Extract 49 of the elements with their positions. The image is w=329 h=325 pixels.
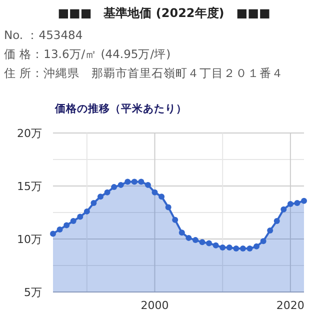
point xyxy=(206,240,212,246)
point xyxy=(50,230,56,237)
point xyxy=(158,194,165,200)
point xyxy=(165,204,172,210)
annotation: 住 所：沖縄県 那覇市首里石嶺町４丁目２０１番４ xyxy=(4,66,284,80)
point xyxy=(294,200,300,206)
point xyxy=(212,242,219,248)
point xyxy=(301,198,307,204)
point xyxy=(70,218,76,224)
point xyxy=(274,218,280,224)
point xyxy=(186,234,192,241)
point xyxy=(97,194,104,200)
point xyxy=(199,239,206,246)
point xyxy=(287,201,294,208)
point xyxy=(84,208,90,214)
y-tick-label: 5万 xyxy=(24,286,42,299)
x-tick-label: 2000 xyxy=(140,299,169,312)
point xyxy=(111,184,118,190)
point xyxy=(90,200,97,206)
point xyxy=(118,182,124,188)
point xyxy=(138,178,144,185)
point xyxy=(240,246,246,252)
point xyxy=(254,243,260,250)
point xyxy=(280,206,287,212)
y-tick-label: 15万 xyxy=(17,180,42,193)
point xyxy=(77,214,84,220)
point xyxy=(152,189,158,196)
point xyxy=(192,237,198,244)
point xyxy=(226,244,232,250)
annotation: 価 格：13.6万/㎡ (44.95万/坪) xyxy=(4,47,171,61)
point xyxy=(233,246,240,252)
point xyxy=(104,189,110,196)
point xyxy=(144,182,151,188)
point xyxy=(131,178,138,185)
point xyxy=(56,226,63,232)
point xyxy=(172,216,178,223)
point xyxy=(260,238,266,244)
point xyxy=(267,228,274,234)
x-tick-label: 2020 xyxy=(276,299,304,312)
point xyxy=(220,244,226,250)
title: ■■■ 基準地価 (2022年度) ■■■ xyxy=(58,6,270,20)
point xyxy=(124,178,131,185)
point xyxy=(64,222,70,228)
point xyxy=(246,246,253,252)
annotation: No. ：453484 xyxy=(4,28,83,42)
y-tick-label: 20万 xyxy=(17,127,42,140)
subtitle: 価格の推移（平米あたり） xyxy=(55,103,187,115)
point xyxy=(178,230,185,236)
y-tick-label: 10万 xyxy=(17,233,42,246)
